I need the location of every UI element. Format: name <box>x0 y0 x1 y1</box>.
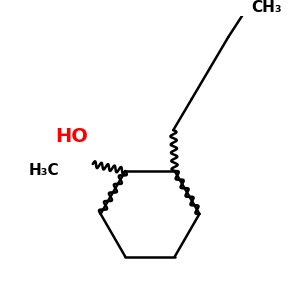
Text: H₃C: H₃C <box>29 163 60 178</box>
Text: HO: HO <box>55 127 88 146</box>
Text: CH₃: CH₃ <box>251 0 282 15</box>
